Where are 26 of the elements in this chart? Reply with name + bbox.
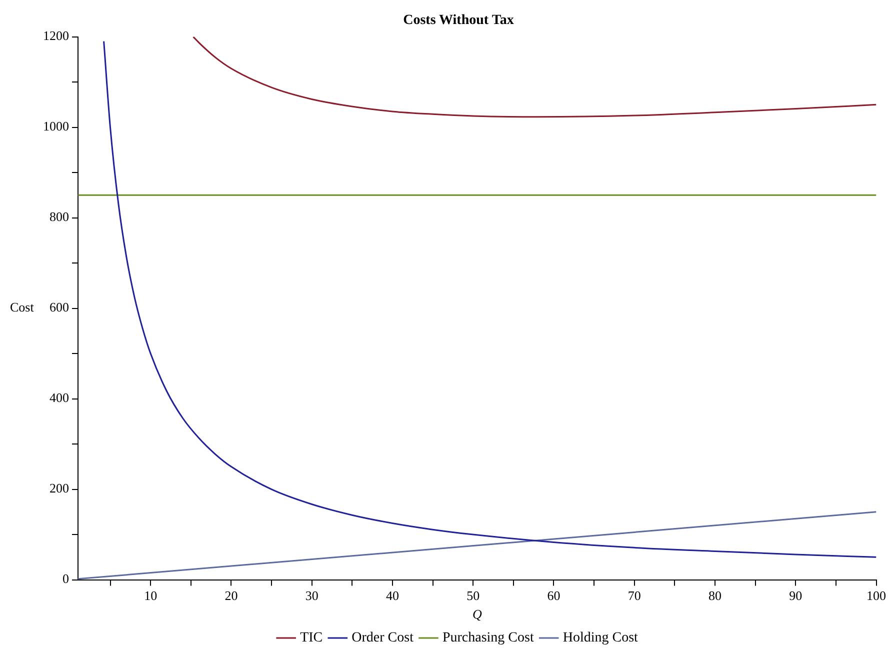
y-tick-label: 1000 (43, 118, 69, 134)
x-tick-label: 80 (708, 588, 722, 604)
line-series (192, 36, 876, 118)
legend-label: Order Cost (352, 630, 414, 646)
y-axis-title: Cost (10, 300, 34, 315)
x-tick-label: 30 (305, 588, 318, 604)
x-tick-label: 50 (466, 588, 480, 604)
x-tick-label: 60 (547, 588, 560, 604)
y-tick-label: 1200 (43, 28, 69, 44)
y-tick-label: 800 (50, 209, 69, 224)
x-tick-label: 40 (386, 588, 399, 604)
x-tick-label: 100 (866, 588, 886, 604)
y-tick-label: 400 (50, 390, 69, 406)
y-tick-label: 200 (50, 480, 69, 496)
x-axis-title: Q (472, 606, 482, 622)
line-series (103, 40, 876, 558)
legend-label: TIC (300, 630, 323, 646)
y-tick-label: 0 (62, 571, 69, 586)
legend-label: Purchasing Cost (442, 630, 534, 646)
legend-label: Holding Cost (562, 630, 638, 646)
y-tick-label: 600 (50, 300, 69, 315)
x-tick-label: 70 (628, 588, 641, 604)
chart-title: Costs Without Tax (403, 13, 514, 28)
x-tick-label: 20 (224, 588, 238, 604)
x-tick-label: 90 (789, 588, 802, 604)
x-tick-label: 10 (144, 588, 158, 604)
